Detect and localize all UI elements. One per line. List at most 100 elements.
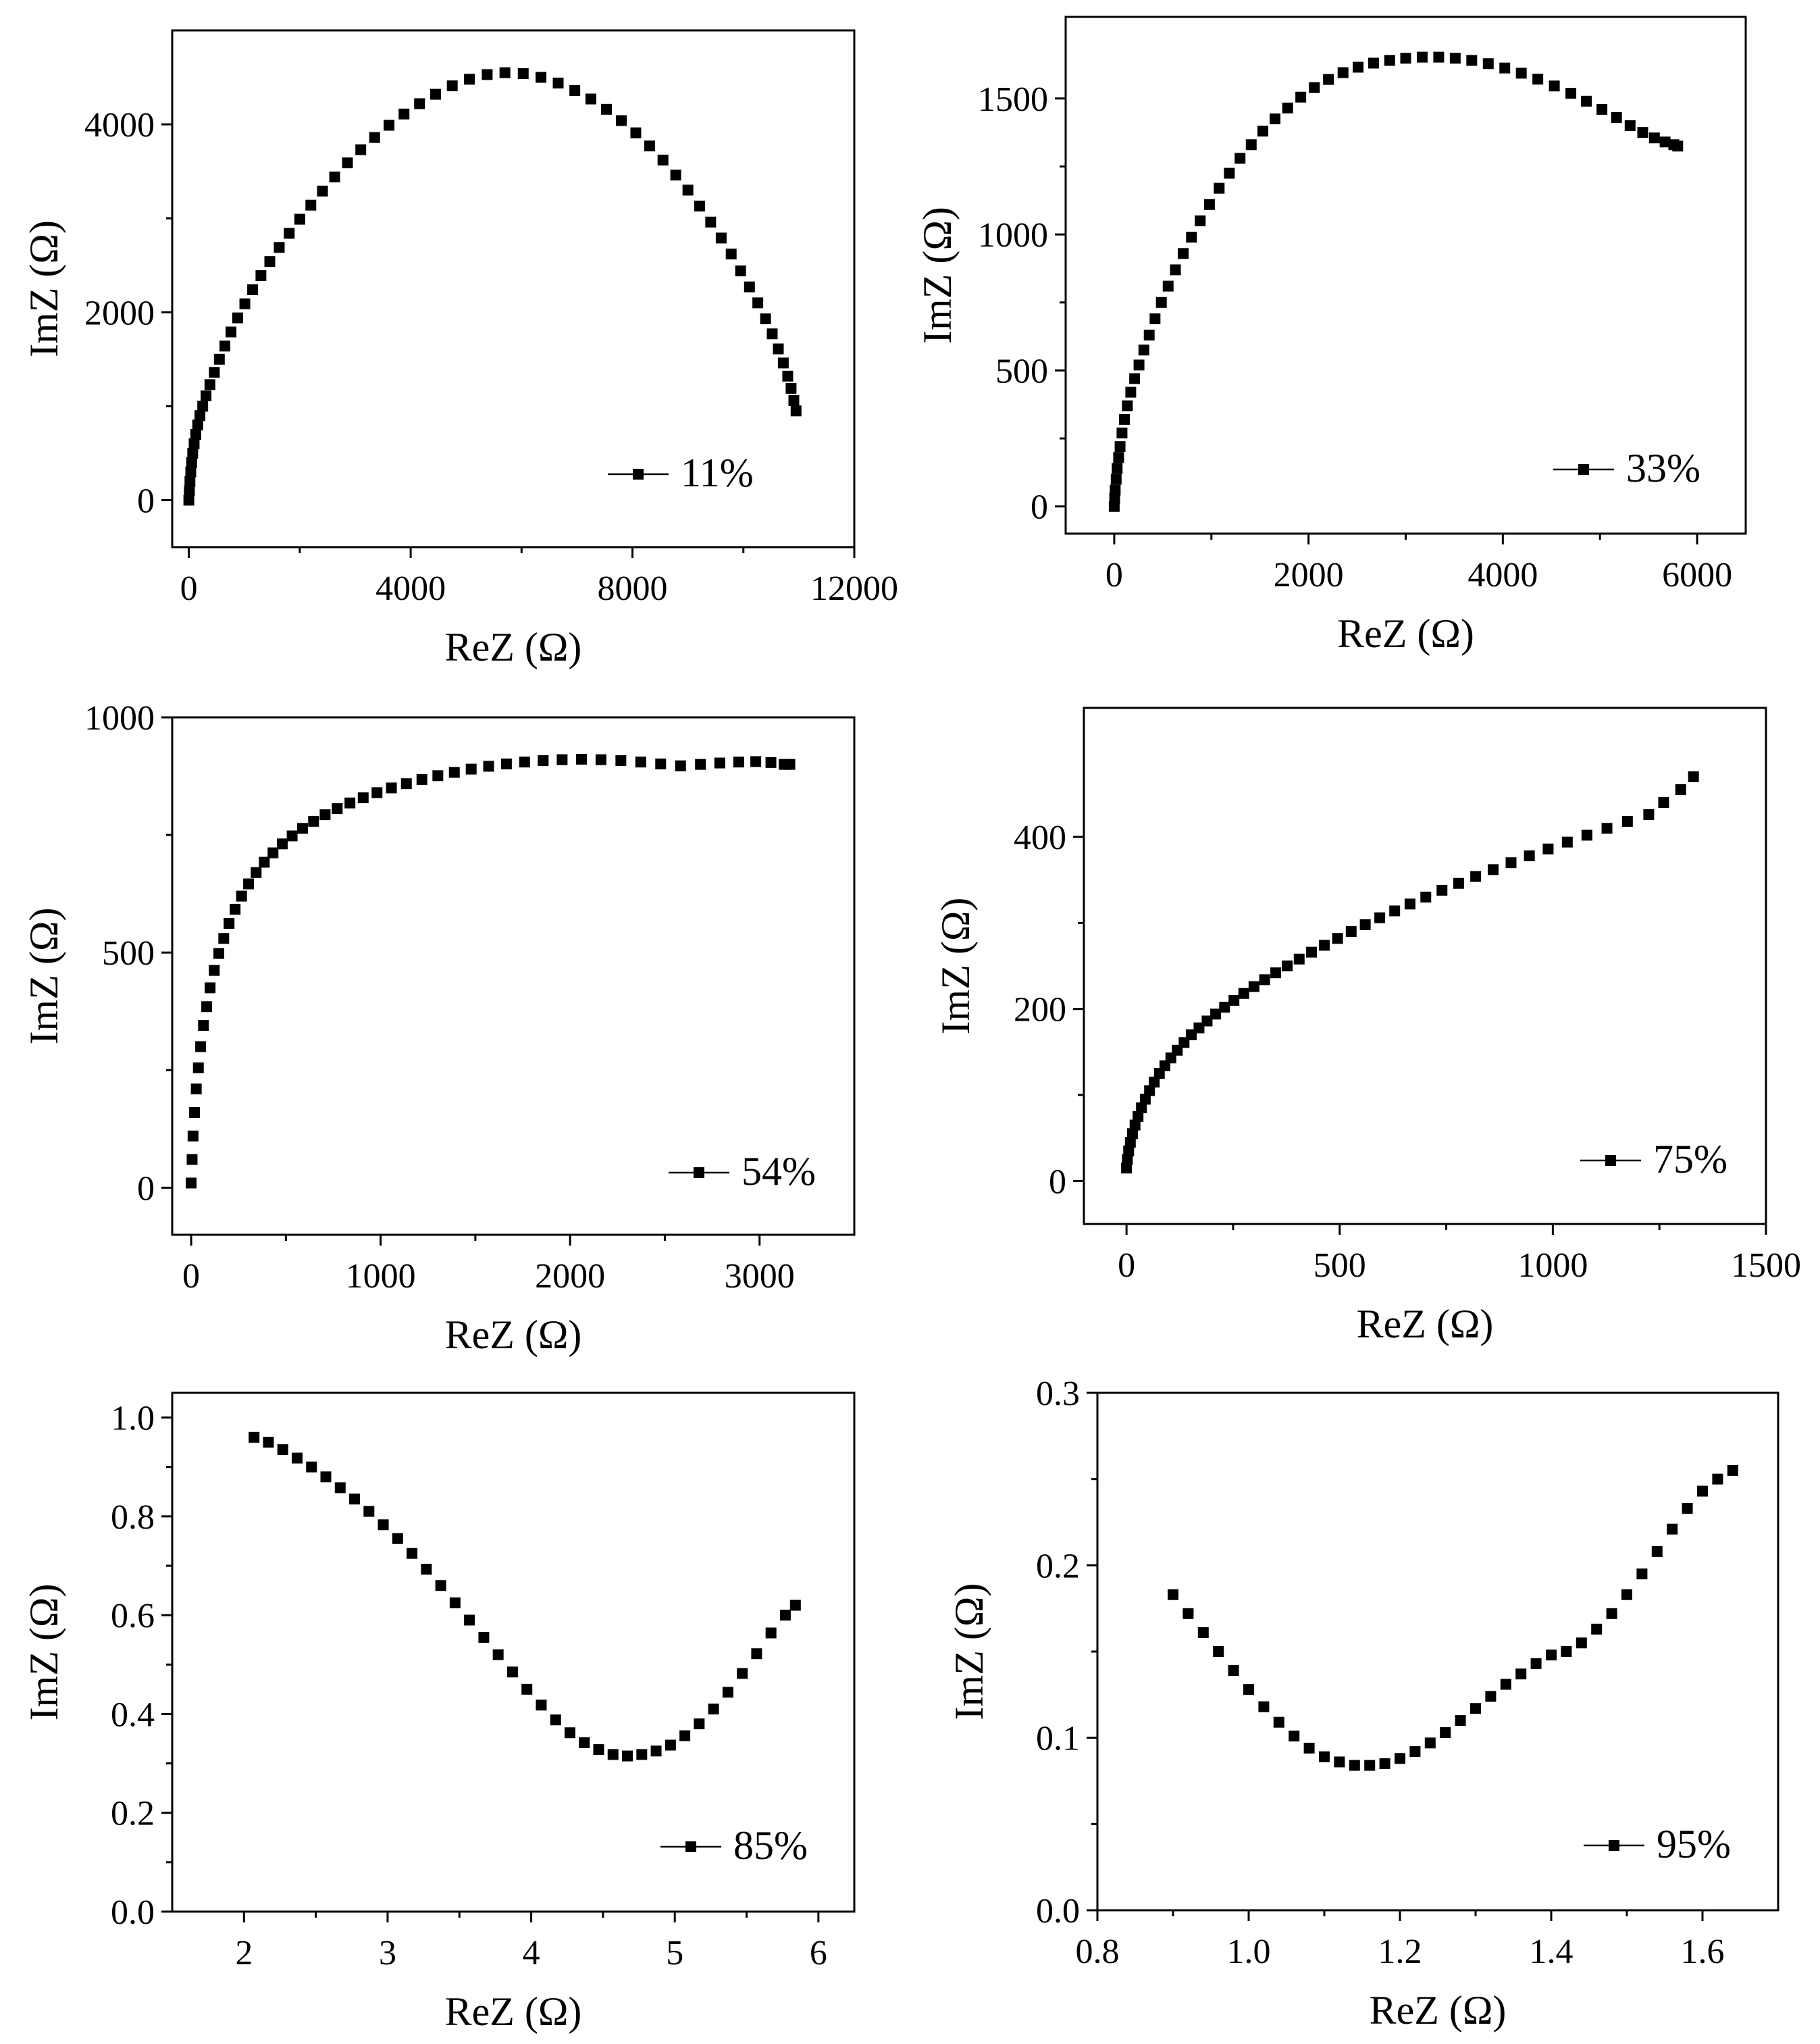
data-point: [1532, 74, 1544, 85]
data-point: [183, 494, 194, 506]
data-point: [224, 918, 235, 929]
data-point: [1611, 111, 1622, 123]
data-point: [1306, 946, 1318, 958]
data-point: [785, 382, 797, 394]
data-point: [1259, 974, 1270, 986]
data-point: [259, 857, 270, 868]
chart-panel-5: 2 3 4 5 6 0.0 0.2 0.4 0.6 0.8 1.0 ReZ (Ω) ImZ (Ω) 85%: [22, 1391, 856, 2034]
chart-panel-1: 0 4000 8000 12000 0 2000 4000 ReZ (Ω) ImZ (Ω) 11%: [22, 29, 898, 669]
data-point: [564, 1727, 575, 1739]
data-point: [1621, 1589, 1632, 1600]
x-tick-label: 1000: [1517, 1246, 1588, 1285]
data-point: [1245, 139, 1257, 151]
data-point: [1323, 74, 1334, 85]
data-point: [264, 256, 276, 267]
y-tick-label: 0.2: [1036, 1547, 1080, 1585]
data-point: [579, 1737, 590, 1748]
data-point: [392, 1533, 403, 1544]
data-point: [1400, 53, 1411, 64]
data-point: [1149, 313, 1161, 324]
data-point: [506, 1666, 518, 1678]
data-point: [187, 1130, 199, 1142]
data-point: [1542, 843, 1554, 854]
data-point: [765, 757, 777, 768]
data-point: [291, 1452, 303, 1464]
data-point: [247, 284, 259, 295]
data-point: [616, 115, 627, 126]
data-point: [521, 1683, 533, 1695]
y-axis-title: ImZ (Ω): [22, 1584, 66, 1721]
data-point: [1659, 136, 1671, 148]
data-point: [1334, 1756, 1345, 1768]
data-point: [1515, 68, 1527, 79]
data-point: [1466, 55, 1478, 66]
data-point: [1337, 67, 1349, 78]
data-point: [230, 904, 241, 915]
data-point: [569, 85, 581, 97]
data-point: [195, 1041, 207, 1052]
x-tick-label: 12000: [810, 569, 898, 608]
y-axis-title: ImZ (Ω): [22, 908, 66, 1045]
data-point: [1470, 1703, 1481, 1714]
data-point: [1727, 1464, 1738, 1476]
data-point: [1596, 103, 1608, 115]
data-point: [363, 1506, 375, 1517]
data-point: [585, 93, 596, 105]
data-point: [251, 867, 262, 878]
data-point: [190, 1083, 202, 1095]
data-point: [446, 80, 458, 92]
data-point: [218, 933, 230, 944]
y-tick-label: 0.6: [111, 1597, 155, 1635]
legend-marker: [1605, 1155, 1616, 1166]
data-point: [1219, 1002, 1230, 1013]
data-point: [765, 1627, 777, 1639]
data-point: [1270, 113, 1281, 124]
data-point: [188, 438, 200, 449]
data-point: [430, 88, 442, 100]
data-point: [607, 1749, 619, 1760]
data-point: [464, 1614, 475, 1626]
data-point: [400, 778, 412, 790]
legend-label: 11%: [681, 451, 754, 495]
data-point: [205, 982, 216, 994]
data-point: [1197, 1627, 1209, 1638]
data-point: [1282, 961, 1293, 971]
data-point: [1637, 127, 1648, 138]
data-point: [190, 429, 201, 440]
data-point: [1136, 1102, 1147, 1114]
data-point: [556, 754, 568, 765]
data-point: [371, 787, 383, 798]
data-point: [500, 758, 512, 769]
legend-label: 85%: [733, 1823, 808, 1868]
legend-marker: [685, 1841, 696, 1852]
data-point: [615, 755, 627, 767]
data-point: [779, 1610, 791, 1621]
data-point: [184, 485, 195, 496]
data-point: [773, 343, 784, 355]
data-point: [670, 170, 681, 181]
data-point: [1319, 940, 1330, 951]
data-point: [386, 782, 397, 794]
data-point: [1364, 1760, 1376, 1771]
x-axis-title: ReZ (Ω): [445, 1989, 582, 2034]
data-point: [277, 838, 288, 850]
data-point: [185, 466, 197, 478]
data-point: [329, 171, 340, 182]
data-point: [1368, 57, 1380, 69]
data-point: [319, 809, 331, 821]
data-point: [1420, 892, 1432, 903]
x-tick-label: 5: [666, 1934, 683, 1972]
data-point: [1110, 484, 1121, 496]
data-point: [1289, 1731, 1300, 1742]
x-tick-label: 3000: [725, 1257, 795, 1296]
data-point: [1122, 400, 1133, 411]
chart-panel-6: 0.8 1.0 1.2 1.4 1.6 0.0 0.1 0.2 0.3 ReZ (Ω) ImZ (Ω…: [947, 1375, 1779, 2033]
data-point: [1295, 91, 1307, 103]
data-point: [1214, 182, 1225, 194]
data-point: [249, 1431, 260, 1443]
plot-frame: [1083, 707, 1767, 1225]
data-point: [595, 754, 606, 765]
y-axis-title: ImZ (Ω): [22, 220, 66, 357]
data-point: [449, 1597, 461, 1608]
x-tick-label: 4: [523, 1934, 540, 1972]
